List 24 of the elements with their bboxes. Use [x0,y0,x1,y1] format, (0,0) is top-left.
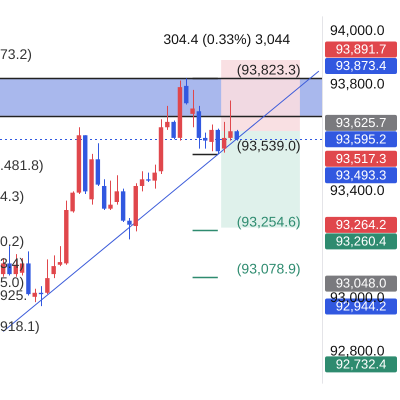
y-tick-label: 93,400.0 [330,182,385,198]
y-tick-label: 92,800.0 [330,342,385,358]
ref-line-label: (93,254.6) [236,213,301,230]
ref-line-label: (93,078.9) [236,260,301,276]
text: 93,493.3 [336,167,386,182]
annotation: 304.4 (0.33%) 3,044 [163,30,290,47]
ref-line-label: (93,823.3) [236,61,301,78]
text: 93,264.2 [336,216,386,232]
text: 93,625.7 [336,114,386,130]
annotation: 5.0) [0,274,24,290]
text: 93,873.4 [336,58,386,74]
ref-line-label: 93,595.2 [336,131,386,146]
ref-line-label: (93,539.0) [236,137,301,154]
annotation: 4.3) [0,188,24,204]
annotation: .481.8) [0,156,44,173]
y-tick-label: 94,000.0 [330,22,385,38]
text: 93,891.7 [336,42,386,57]
text: 93,517.3 [336,150,386,166]
y-tick-label: 93,800.0 [330,75,385,92]
text: 93,048.0 [336,276,386,291]
text: 92,732.4 [336,356,386,372]
annotation: 0.2) [0,232,24,249]
text: 93,260.4 [336,233,386,248]
annotation: 73.2) [0,46,32,62]
